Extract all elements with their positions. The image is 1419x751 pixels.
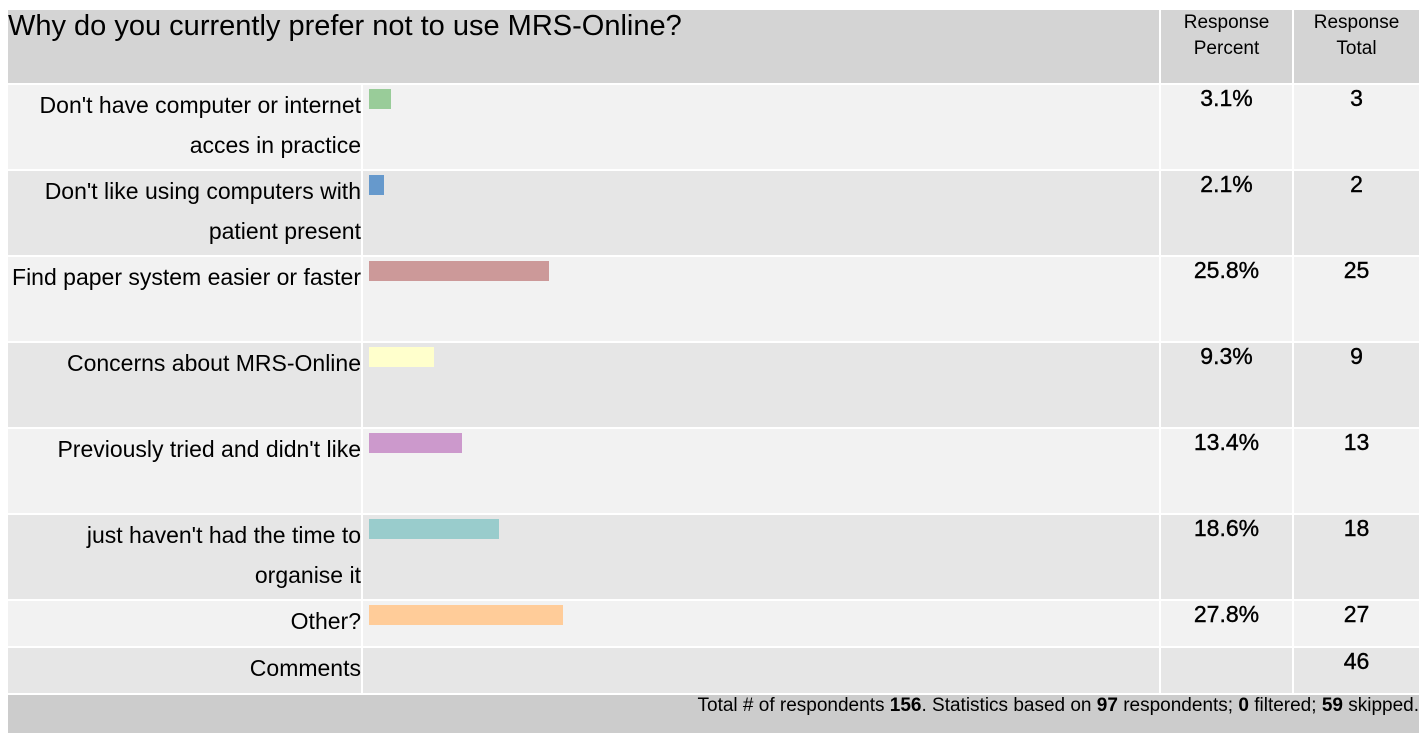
comments-label: Comments: [8, 647, 363, 695]
footer-text: . Statistics based on: [921, 695, 1097, 716]
bar: [369, 605, 563, 625]
bar: [369, 175, 384, 195]
response-percent: 27.8%: [1160, 600, 1294, 648]
comments-bar-cell: [362, 647, 1161, 695]
skipped-count: 59: [1321, 695, 1343, 716]
footer-text: Total # of respondents: [697, 695, 890, 716]
respondent-summary: Total # of respondents 156. Statistics b…: [8, 694, 1419, 735]
response-percent: 13.4%: [1160, 428, 1294, 515]
bar: [369, 89, 391, 109]
answer-row: Other? 27.8% 27: [8, 600, 1419, 648]
response-percent: 3.1%: [1160, 84, 1294, 171]
based-on-count: 97: [1096, 695, 1118, 716]
bar: [369, 347, 434, 367]
bar-cell: [362, 170, 1161, 257]
response-total: 2: [1293, 170, 1419, 257]
footer-row: Total # of respondents 156. Statistics b…: [8, 694, 1419, 735]
respondent-count: 156: [889, 695, 922, 716]
response-total: 3: [1293, 84, 1419, 171]
comments-row: Comments 46: [8, 647, 1419, 695]
answer-rows: Don't have computer or internet acces in…: [8, 84, 1419, 695]
response-percent: 9.3%: [1160, 342, 1294, 429]
response-total: 9: [1293, 342, 1419, 429]
answer-label: Don't like using computers with patient …: [8, 170, 363, 257]
footer-text: skipped.: [1342, 695, 1419, 716]
response-percent: 18.6%: [1160, 514, 1294, 601]
answer-row: just haven't had the time to organise it…: [8, 514, 1419, 601]
answer-row: Don't have computer or internet acces in…: [8, 84, 1419, 171]
answer-label: Don't have computer or internet acces in…: [8, 84, 363, 171]
bar-cell: [362, 428, 1161, 515]
answer-label: Concerns about MRS-Online: [8, 342, 363, 429]
survey-results-table: Why do you currently prefer not to use M…: [8, 10, 1419, 735]
answer-row: Previously tried and didn't like 13.4% 1…: [8, 428, 1419, 515]
response-total: 13: [1293, 428, 1419, 515]
answer-row: Don't like using computers with patient …: [8, 170, 1419, 257]
bar-cell: [362, 256, 1161, 343]
bar: [369, 519, 499, 539]
footer-text: respondents;: [1117, 695, 1239, 716]
comments-percent-cell: [1160, 647, 1294, 695]
answer-label: just haven't had the time to organise it: [8, 514, 363, 601]
response-total-header: Response Total: [1293, 10, 1419, 85]
answer-label: Previously tried and didn't like: [8, 428, 363, 515]
answer-row: Concerns about MRS-Online 9.3% 9: [8, 342, 1419, 429]
bar: [369, 433, 462, 453]
answer-label: Other?: [8, 600, 363, 648]
response-total: 18: [1293, 514, 1419, 601]
response-total: 27: [1293, 600, 1419, 648]
comments-total: 46: [1293, 647, 1419, 695]
bar-cell: [362, 342, 1161, 429]
response-percent-header: Response Percent: [1160, 10, 1294, 85]
filtered-count: 0: [1238, 695, 1249, 716]
bar: [369, 261, 549, 281]
response-percent: 25.8%: [1160, 256, 1294, 343]
header-row: Why do you currently prefer not to use M…: [8, 10, 1419, 85]
bar-cell: [362, 600, 1161, 648]
bar-cell: [362, 84, 1161, 171]
footer-text: filtered;: [1248, 695, 1322, 716]
answer-row: Find paper system easier or faster 25.8%…: [8, 256, 1419, 343]
response-total: 25: [1293, 256, 1419, 343]
response-percent: 2.1%: [1160, 170, 1294, 257]
bar-cell: [362, 514, 1161, 601]
question-title: Why do you currently prefer not to use M…: [8, 10, 1161, 85]
answer-label: Find paper system easier or faster: [8, 256, 363, 343]
